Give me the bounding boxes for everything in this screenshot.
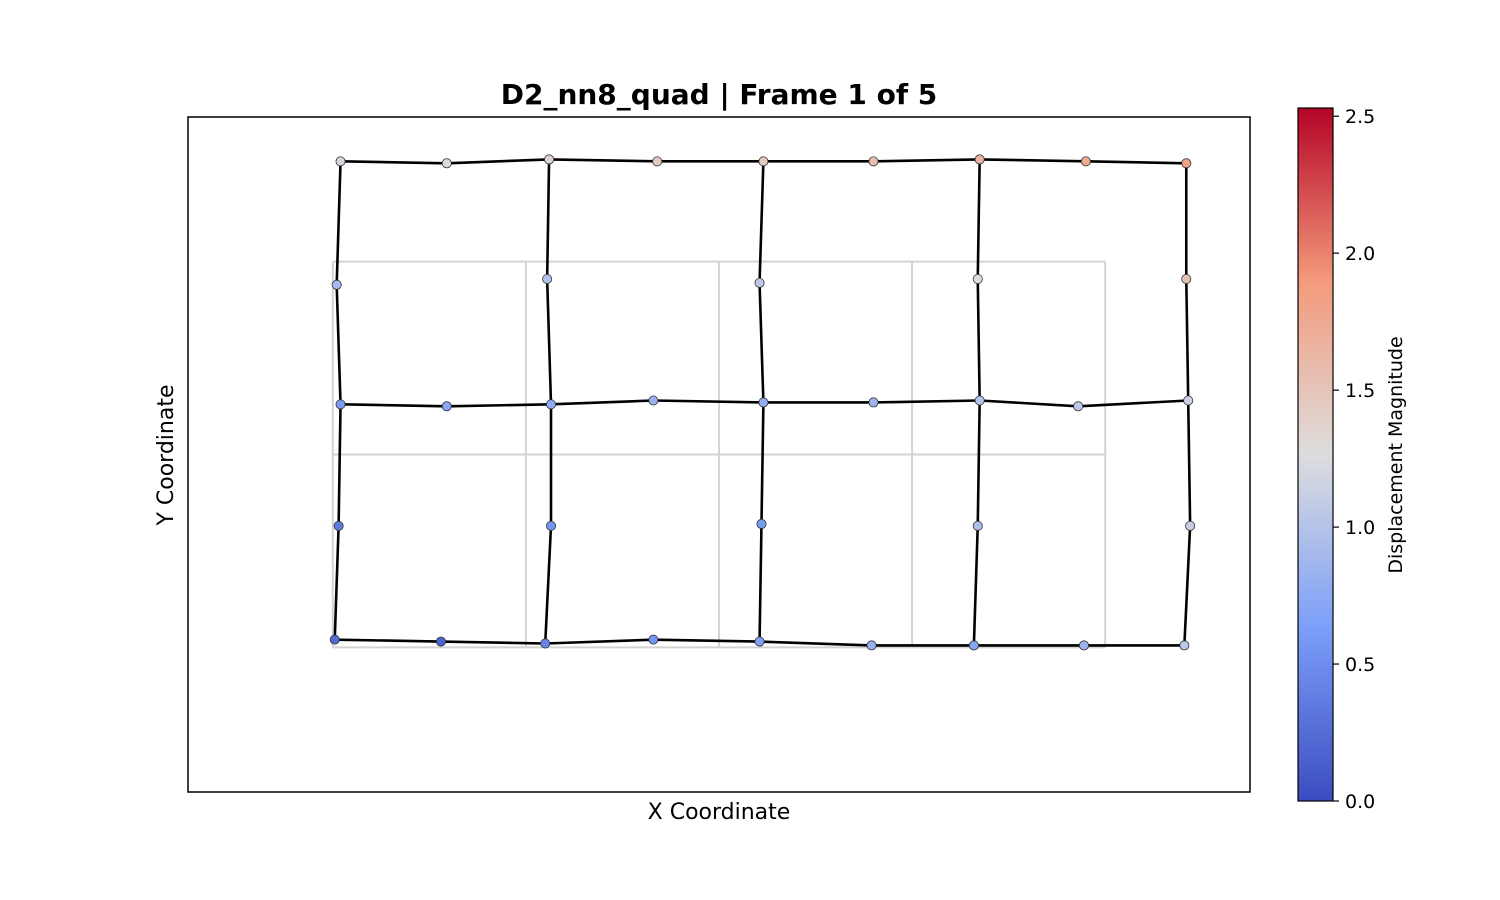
deformed-mesh-edge	[1084, 160, 1188, 165]
deformed-mesh-edge	[445, 158, 551, 165]
mesh-node	[652, 156, 663, 167]
mesh-node	[335, 399, 346, 410]
mesh-node	[435, 636, 446, 647]
mesh-node	[1183, 395, 1194, 406]
deformed-mesh-edge	[333, 638, 443, 643]
mesh-node	[758, 156, 769, 167]
deformed-mesh-edge	[1184, 277, 1190, 402]
mesh-node	[758, 397, 769, 408]
mesh-node	[868, 397, 879, 408]
mesh-node	[974, 395, 985, 406]
deformed-mesh-edge	[758, 281, 765, 404]
mesh-node	[335, 156, 346, 167]
colorbar: 0.0 0.5 1.0 1.5 2.0 2.5 Displacement Magnitud…	[1297, 106, 1407, 813]
colorbar-tick-label: 0.5	[1345, 654, 1375, 676]
mesh-node	[866, 640, 877, 651]
deformed-mesh-edge	[976, 399, 981, 528]
deformed-mesh-edge	[543, 524, 553, 645]
colorbar-label: Displacement Magnitude	[1385, 336, 1407, 573]
deformed-mesh-edge	[1076, 399, 1190, 408]
mesh-node	[544, 154, 555, 165]
mesh-node	[441, 401, 452, 412]
undeformed-mesh	[331, 260, 1107, 649]
mesh-node	[754, 277, 765, 288]
deformed-mesh-edge	[976, 158, 981, 281]
mesh-node	[540, 638, 551, 649]
mesh-node	[329, 634, 340, 645]
axes-frame	[187, 116, 1251, 793]
deformed-mesh-edge	[652, 399, 765, 404]
deformed-mesh-edge	[972, 524, 980, 647]
colorbar-tick-label: 0.0	[1345, 791, 1375, 813]
deformed-mesh-edge	[543, 638, 655, 645]
deformed-mesh-edge	[547, 158, 659, 163]
mesh-node	[546, 520, 557, 531]
mesh-node	[333, 520, 344, 531]
chart-title: D2_nn8_quad | Frame 1 of 5	[501, 78, 938, 111]
deformed-mesh-edge	[872, 158, 981, 163]
mesh-node	[1073, 401, 1084, 412]
deformed-mesh	[333, 158, 1192, 647]
deformed-mesh-edge	[758, 522, 763, 643]
mesh-node	[972, 273, 983, 284]
deformed-mesh-edge	[545, 277, 553, 406]
deformed-mesh-edge	[439, 640, 547, 645]
deformed-mesh-edge	[872, 399, 981, 404]
deformed-mesh-edge	[333, 524, 340, 641]
mesh-node	[648, 395, 659, 406]
deformed-mesh-edge	[760, 401, 765, 526]
mesh-node	[542, 273, 553, 284]
deformed-mesh-edge	[652, 638, 761, 643]
deformed-mesh-edge	[758, 160, 765, 285]
x-axis-label: X Coordinate	[648, 800, 791, 825]
mesh-node	[331, 279, 342, 290]
deformed-mesh-edge	[337, 403, 342, 528]
deformed-mesh-edge	[335, 160, 342, 287]
mesh-node	[868, 156, 879, 167]
plot-area	[187, 116, 1251, 793]
deformed-mesh-edge	[976, 277, 981, 402]
mesh-node	[441, 158, 452, 169]
deformed-mesh-edge	[335, 283, 342, 406]
mesh-node	[974, 154, 985, 165]
deformed-mesh-edge	[1186, 399, 1192, 528]
mesh-nodes	[329, 154, 1196, 651]
deformed-mesh-edge	[339, 160, 449, 165]
mesh-node	[1181, 158, 1192, 169]
mesh-node	[1179, 640, 1190, 651]
colorbar-tick-label: 1.0	[1345, 517, 1375, 539]
mesh-node	[1080, 156, 1091, 167]
mesh-node	[1185, 520, 1196, 531]
deformed-mesh-edge	[978, 399, 1080, 408]
mesh-node	[754, 636, 765, 647]
colorbar-tick-label: 2.0	[1345, 243, 1375, 265]
mesh-node	[1181, 273, 1192, 284]
colorbar-tick-label: 2.5	[1345, 106, 1375, 128]
colorbar-gradient	[1297, 107, 1334, 802]
deformed-mesh-edge	[1183, 524, 1192, 647]
deformed-mesh-edge	[978, 158, 1088, 163]
deformed-mesh-edge	[549, 399, 655, 406]
colorbar-tick-label: 1.5	[1345, 380, 1375, 402]
deformed-mesh-edge	[339, 403, 449, 408]
deformed-mesh-edge	[758, 640, 873, 647]
mesh-node	[1078, 640, 1089, 651]
deformed-mesh-edge	[445, 403, 553, 408]
mesh-node	[546, 399, 557, 410]
colorbar-ticks: 0.0 0.5 1.0 1.5 2.0 2.5	[1333, 106, 1375, 813]
mesh-node	[756, 518, 767, 529]
mesh-node	[968, 640, 979, 651]
y-axis-label: Y Coordinate	[154, 384, 179, 526]
mesh-node	[648, 634, 659, 645]
deformed-mesh-edge	[545, 158, 551, 281]
mesh-node	[972, 520, 983, 531]
